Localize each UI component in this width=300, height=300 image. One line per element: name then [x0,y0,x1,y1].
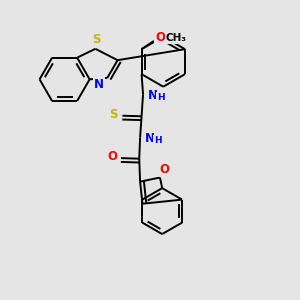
Text: O: O [155,32,165,44]
Text: O: O [108,150,118,163]
Text: N: N [148,89,158,102]
Text: H: H [157,93,164,102]
Text: S: S [110,108,118,121]
Text: H: H [154,136,162,145]
Text: S: S [93,33,101,46]
Text: N: N [94,78,104,91]
Text: CH₃: CH₃ [166,33,187,43]
Text: N: N [145,133,154,146]
Text: O: O [159,163,170,176]
